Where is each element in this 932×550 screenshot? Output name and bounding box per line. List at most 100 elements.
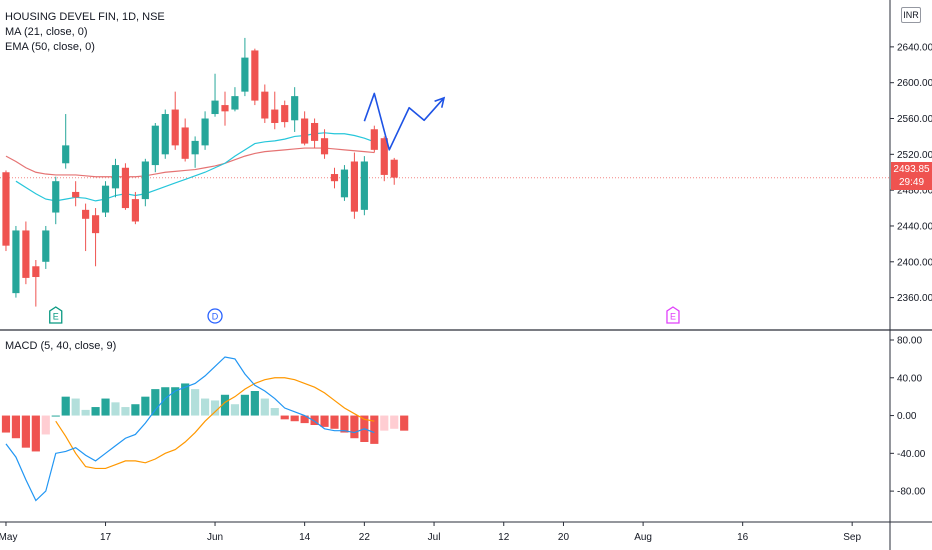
candle-body (281, 105, 289, 123)
time-tick-label: 20 (558, 532, 570, 543)
projection-path[interactable] (363, 92, 445, 151)
macd-histogram-bar (200, 398, 210, 416)
price-tick-label: 2360.00 (897, 293, 932, 304)
macd-histogram-bar (51, 415, 60, 417)
macd-histogram-bar (21, 415, 30, 448)
candle-body (380, 138, 388, 175)
bar-countdown: 29:49 (898, 177, 925, 188)
last-price-value: 2493.85 (893, 164, 930, 175)
time-tick-label: 17 (100, 532, 112, 543)
candle-body (32, 266, 40, 278)
price-tick-label: 2560.00 (897, 114, 932, 125)
macd-histogram-bar (250, 391, 259, 416)
earnings-marker-shape (49, 306, 63, 324)
projection-arrowhead[interactable] (434, 96, 446, 108)
price-tick-label: 2600.00 (897, 78, 932, 89)
candle-body (251, 50, 259, 101)
macd-histogram-bar (141, 396, 150, 416)
macd-histogram-bar (390, 415, 399, 429)
macd-tick-label: 40.00 (897, 373, 922, 384)
macd-histogram-bar (230, 404, 240, 416)
macd-line (5, 356, 375, 502)
candle-body (82, 209, 90, 219)
macd-legend: MACD (5, 40, close, 9) (5, 340, 117, 352)
macd-histogram-bar (310, 415, 319, 425)
macd-histogram-bar (1, 415, 11, 433)
price-tick-label: 2520.00 (897, 150, 932, 161)
candle-body (201, 118, 209, 146)
macd-histogram-bar (81, 409, 90, 416)
macd-histogram-bar (41, 415, 50, 435)
macd-histogram-bar (111, 402, 120, 416)
event-marker[interactable]: E (49, 306, 63, 324)
candle-body (231, 96, 239, 110)
macd-histogram-bar (131, 404, 140, 416)
time-tick-label: Jul (428, 532, 441, 543)
macd-histogram-bar (151, 389, 160, 416)
macd-histogram-bar (11, 415, 21, 439)
dividend-marker-shape (207, 308, 223, 324)
macd-histogram-bar (181, 383, 190, 416)
ema-legend: EMA (50, close, 0) (5, 41, 95, 53)
candle-body (101, 185, 110, 213)
candle-body (131, 199, 139, 222)
macd-histogram-bar (290, 415, 299, 422)
candle-body (72, 191, 80, 198)
candle-body (311, 122, 319, 141)
macd-histogram-bar (61, 396, 70, 416)
time-tick-label: Aug (634, 532, 652, 543)
candle-body (261, 91, 269, 119)
price-tick-label: 2480.00 (897, 186, 932, 197)
macd-signal-line (55, 377, 375, 470)
price-tick-label: 2440.00 (897, 221, 932, 232)
macd-histogram-bar (121, 407, 130, 416)
macd-histogram-bar (240, 394, 249, 416)
event-marker[interactable]: D (207, 308, 223, 324)
macd-histogram-bar (101, 398, 110, 416)
macd-tick-label: 80.00 (897, 336, 922, 347)
macd-histogram-bar (400, 415, 409, 431)
ema-line (5, 147, 375, 178)
candle-body (211, 100, 219, 115)
currency-badge[interactable]: INR (901, 7, 921, 23)
macd-histogram-bar (340, 415, 349, 433)
macd-histogram-bar (220, 394, 230, 416)
candle-body (370, 129, 378, 150)
macd-histogram-bar (31, 415, 40, 452)
macd-histogram-bar (320, 415, 329, 427)
price-tick-label: 2640.00 (897, 42, 932, 53)
macd-histogram-bar (210, 400, 220, 416)
event-marker-label: E (53, 312, 59, 322)
macd-histogram-bar (330, 415, 339, 429)
macd-histogram-bar (71, 398, 80, 416)
candle-body (2, 172, 10, 246)
candle-body (171, 109, 179, 146)
candle-body (42, 230, 50, 262)
macd-histogram-bar (270, 408, 279, 416)
candle-body (52, 181, 60, 213)
event-marker-label: E (670, 312, 676, 322)
candle-body (350, 161, 358, 212)
symbol-legend: HOUSING DEVEL FIN, 1D, NSE (5, 11, 165, 23)
time-tick-label: 14 (299, 532, 311, 543)
macd-histogram-bar (91, 407, 100, 416)
event-marker-label: D (212, 312, 219, 322)
candle-body (320, 138, 329, 155)
macd-tick-label: 0.00 (897, 411, 917, 422)
time-tick-label: 12 (498, 532, 510, 543)
macd-tick-label: -40.00 (897, 449, 926, 460)
event-marker[interactable]: E (666, 306, 680, 324)
candle-body (241, 57, 249, 92)
macd-histogram-bar (280, 415, 289, 420)
macd-histogram-bar (161, 387, 170, 416)
time-tick-label: Sep (843, 532, 861, 543)
macd-histogram-bar (370, 415, 379, 444)
candle-body (301, 118, 309, 144)
macd-histogram-bar (300, 415, 309, 424)
candle-body (181, 127, 189, 159)
candle-body (91, 215, 100, 234)
earnings-marker-shape (666, 306, 680, 324)
candle-body (360, 161, 368, 210)
candle-body (141, 161, 149, 200)
